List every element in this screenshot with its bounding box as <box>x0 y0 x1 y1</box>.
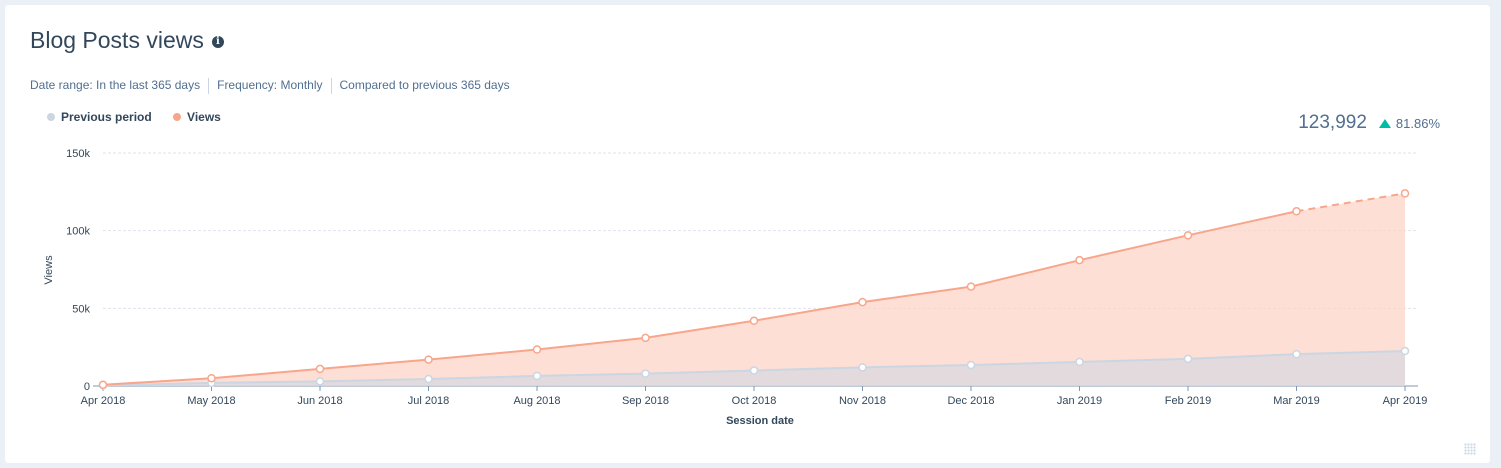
data-point <box>966 282 976 291</box>
data-point <box>98 380 108 390</box>
data-point <box>1075 357 1084 367</box>
divider <box>330 78 332 94</box>
compare-filter[interactable]: Compared to previous 365 days <box>339 78 510 93</box>
x-tick-label: Oct 2018 <box>732 395 777 407</box>
data-point <box>1183 354 1193 364</box>
data-point <box>532 371 542 381</box>
divider <box>208 78 210 94</box>
legend: Previous period Views <box>47 110 239 124</box>
y-tick-label: 100k <box>66 226 90 238</box>
data-point <box>858 297 867 307</box>
legend-label: Views <box>187 110 221 124</box>
legend-label: Previous period <box>61 110 152 124</box>
data-point <box>1075 255 1084 265</box>
y-tick-label: 50k <box>72 303 90 315</box>
data-point <box>749 366 759 375</box>
x-tick-label: Apr 2018 <box>81 395 126 407</box>
data-point <box>1183 231 1193 240</box>
data-point <box>641 333 650 343</box>
data-point <box>641 369 650 378</box>
data-point <box>424 355 433 364</box>
filters-bar: Date range: In the last 365 days Frequenc… <box>30 78 510 94</box>
x-tick-label: Apr 2019 <box>1383 395 1428 407</box>
data-point <box>1400 189 1410 198</box>
data-point <box>424 374 433 384</box>
frequency-filter[interactable]: Frequency: Monthly <box>217 78 323 93</box>
x-tick-label: Dec 2018 <box>947 395 994 407</box>
x-tick-label: Sep 2018 <box>622 395 669 407</box>
y-tick-label: 150k <box>66 148 90 160</box>
area-views <box>103 193 1405 386</box>
data-point <box>749 316 759 326</box>
y-axis-label: Views <box>43 255 55 285</box>
x-tick-label: May 2018 <box>187 395 235 407</box>
trend-up-icon <box>1378 119 1391 128</box>
data-point <box>207 373 216 383</box>
x-tick-label: Nov 2018 <box>839 395 886 407</box>
legend-dot <box>47 113 55 121</box>
x-tick-label: Jun 2018 <box>297 395 342 407</box>
y-tick-label: 0 <box>84 381 90 393</box>
x-axis-label: Session date <box>726 415 794 427</box>
title-text: Blog Posts views <box>30 27 204 53</box>
area-previous <box>103 351 1405 386</box>
data-point <box>1292 349 1301 359</box>
legend-item-views[interactable]: Views <box>173 110 221 124</box>
kpi-change: 81.86% <box>1395 116 1440 131</box>
legend-item-previous[interactable]: Previous period <box>47 110 152 124</box>
data-point <box>532 345 542 354</box>
x-tick-label: Feb 2019 <box>1165 395 1211 407</box>
kpi-summary: 123,992 81.86% <box>1298 112 1440 134</box>
data-point <box>1292 207 1301 216</box>
data-point <box>966 360 976 370</box>
kpi-value: 123,992 <box>1298 112 1367 133</box>
data-point <box>858 363 867 372</box>
date-range-filter[interactable]: Date range: In the last 365 days <box>30 78 201 93</box>
page-title: Blog Posts views i <box>30 27 224 54</box>
x-tick-label: Jul 2018 <box>408 395 450 407</box>
info-icon[interactable]: i <box>211 35 224 48</box>
series-line-dashed <box>1296 192 1406 213</box>
data-point <box>315 364 325 374</box>
data-point <box>315 377 325 386</box>
x-tick-label: Jan 2019 <box>1057 395 1102 407</box>
x-tick-label: Mar 2019 <box>1273 395 1319 407</box>
legend-dot <box>173 113 182 121</box>
x-tick-label: Aug 2018 <box>513 395 560 407</box>
series-line <box>102 210 1297 386</box>
resize-handle-icon[interactable] <box>1464 443 1476 455</box>
data-point <box>1400 346 1410 356</box>
